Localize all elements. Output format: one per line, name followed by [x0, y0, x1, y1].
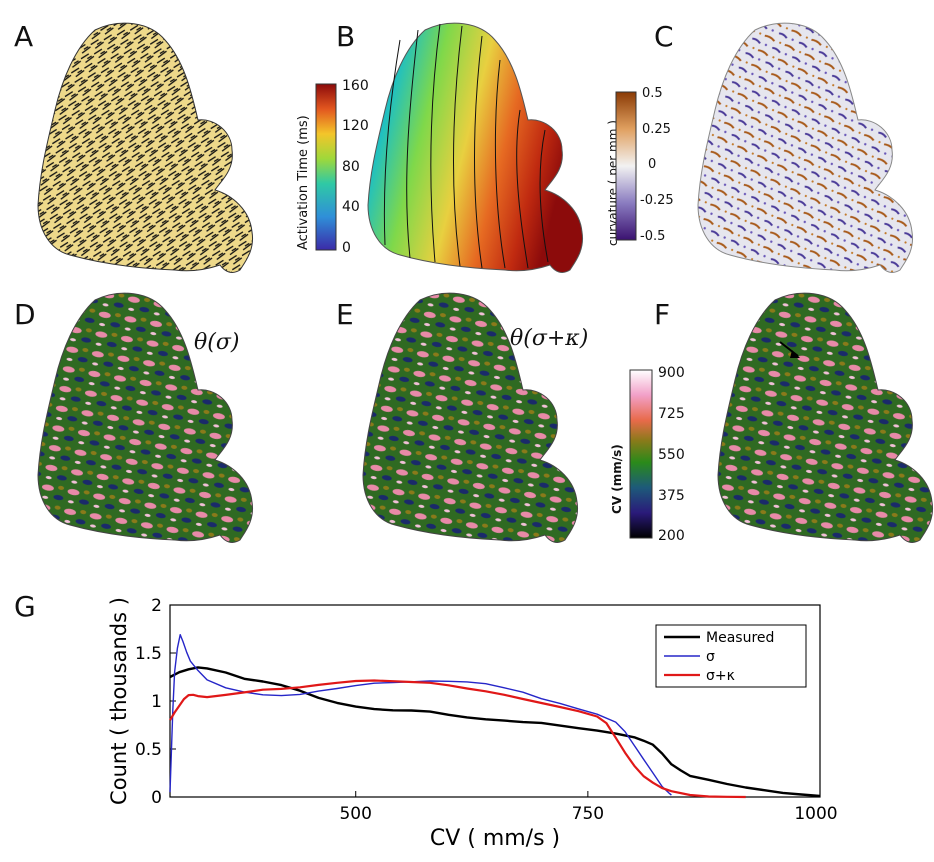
panel-label-a: A	[14, 20, 34, 53]
panel-label-c: C	[654, 20, 674, 53]
series-line-sigma-kappa	[169, 679, 746, 799]
formula-theta-sigma: θ(σ)	[194, 330, 240, 355]
curvature-colorbar	[615, 91, 637, 241]
series-line-measured	[169, 666, 821, 798]
cv-colorbar	[629, 369, 653, 539]
activation-tick: 160	[342, 78, 369, 94]
curvature-tick: 0.5	[642, 86, 663, 101]
curvature-tick: -0.25	[640, 193, 674, 208]
cv-map-measured	[717, 292, 934, 543]
formula-theta-sigma-kappa: θ(σ+κ)	[510, 326, 589, 351]
x-axis-label: CV ( mm/s )	[430, 826, 560, 851]
curvature-tick: 0	[648, 157, 657, 172]
activation-tick: 120	[342, 118, 369, 134]
panel-label-d: D	[14, 298, 36, 331]
activation-tick: 80	[342, 159, 360, 175]
activation-tick: 40	[342, 199, 360, 215]
activation-colorbar	[315, 83, 337, 251]
x-tick-label: 1000	[794, 804, 837, 824]
arrow-icon	[790, 350, 800, 358]
cv-tick: 550	[658, 447, 685, 463]
cv-map-sigma	[37, 292, 254, 543]
y-tick-label: 0.5	[135, 740, 162, 760]
y-axis-label: Count ( thousands )	[107, 597, 131, 805]
curvature-tick: -0.5	[640, 229, 666, 244]
chart-legend: Measured σ σ+κ	[655, 624, 807, 688]
activation-time-map	[367, 22, 584, 273]
y-tick-label: 2	[151, 596, 162, 616]
cv-map-sigma-kappa	[362, 292, 579, 543]
legend-label-measured: Measured	[706, 630, 774, 646]
curvature-tick: 0.25	[642, 122, 671, 137]
series-line-sigma	[169, 634, 672, 796]
y-tick-label: 0	[151, 788, 162, 808]
panel-label-e: E	[336, 298, 354, 331]
legend-label-sigma: σ	[706, 649, 715, 665]
cv-histogram-chart: 500 750 1000 0 0.5 1 1.5 2 CV ( mm/s ) Count (…	[107, 596, 838, 851]
x-tick-label: 750	[572, 804, 604, 824]
activation-tick: 0	[342, 240, 351, 256]
fiber-orientation-map	[37, 22, 254, 273]
y-tick-label: 1.5	[135, 644, 162, 664]
panel-label-b: B	[336, 20, 356, 53]
y-tick-label: 1	[151, 692, 162, 712]
cv-tick: 900	[658, 365, 685, 381]
x-tick-label: 500	[339, 804, 371, 824]
cv-tick: 200	[658, 528, 685, 544]
panel-label-f: F	[654, 298, 671, 331]
cv-tick: 375	[658, 488, 685, 504]
legend-label-sigma-kappa: σ+κ	[706, 668, 735, 684]
cv-tick: 725	[658, 406, 685, 422]
curvature-map	[697, 22, 914, 273]
panel-label-g: G	[14, 590, 36, 623]
